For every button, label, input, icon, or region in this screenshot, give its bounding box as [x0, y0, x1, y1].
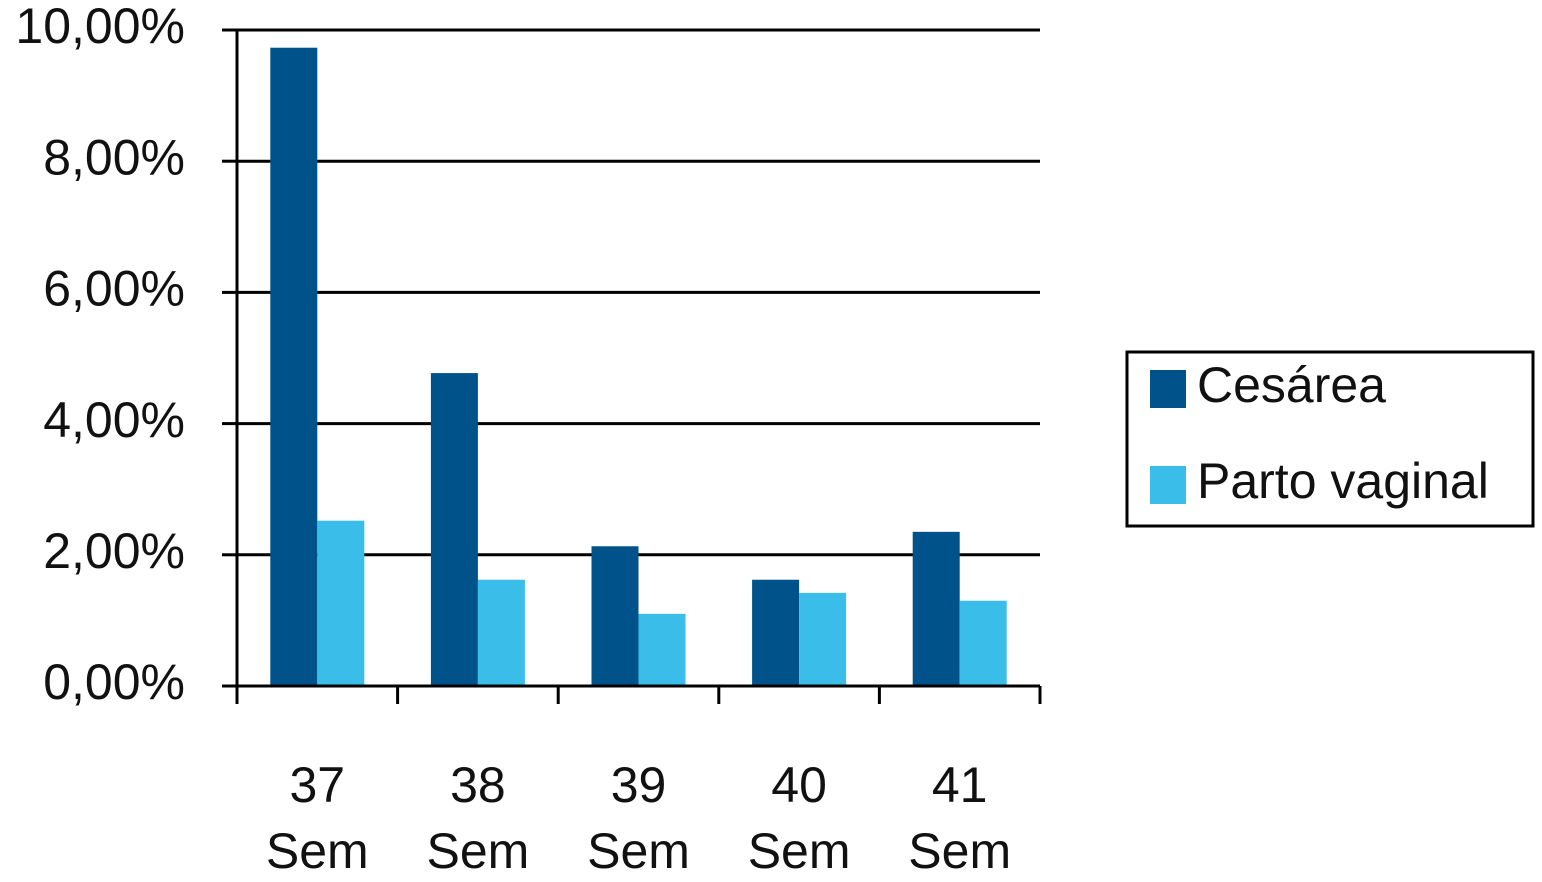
y-tick-label: 0,00%: [43, 654, 185, 710]
bar: [317, 520, 365, 686]
legend-swatch: [1150, 370, 1186, 408]
bar: [638, 613, 686, 686]
legend-swatch: [1150, 466, 1186, 504]
x-tick-label: 38 Sem: [426, 757, 530, 879]
x-tick-label: 40 Sem: [747, 757, 851, 879]
x-tick-label: 41 Sem: [908, 757, 1012, 879]
y-tick-label: 10,00%: [15, 0, 185, 54]
legend-label: Parto vaginal: [1197, 453, 1489, 509]
bar: [752, 579, 800, 686]
bar: [959, 600, 1007, 686]
bar: [270, 47, 318, 687]
y-tick-label: 2,00%: [43, 523, 185, 579]
bar: [799, 592, 847, 686]
bar: [430, 373, 478, 686]
x-tick-label: 37 Sem: [265, 757, 369, 879]
y-tick-label: 4,00%: [43, 392, 185, 448]
legend-label: Cesárea: [1197, 357, 1386, 413]
x-tick-label: 39 Sem: [587, 757, 690, 879]
y-tick-label: 6,00%: [43, 261, 185, 317]
y-tick-label: 8,00%: [43, 129, 185, 185]
legend-box: [1125, 350, 1535, 528]
bar: [912, 531, 960, 686]
bar: [591, 546, 639, 686]
bar: [477, 579, 525, 686]
